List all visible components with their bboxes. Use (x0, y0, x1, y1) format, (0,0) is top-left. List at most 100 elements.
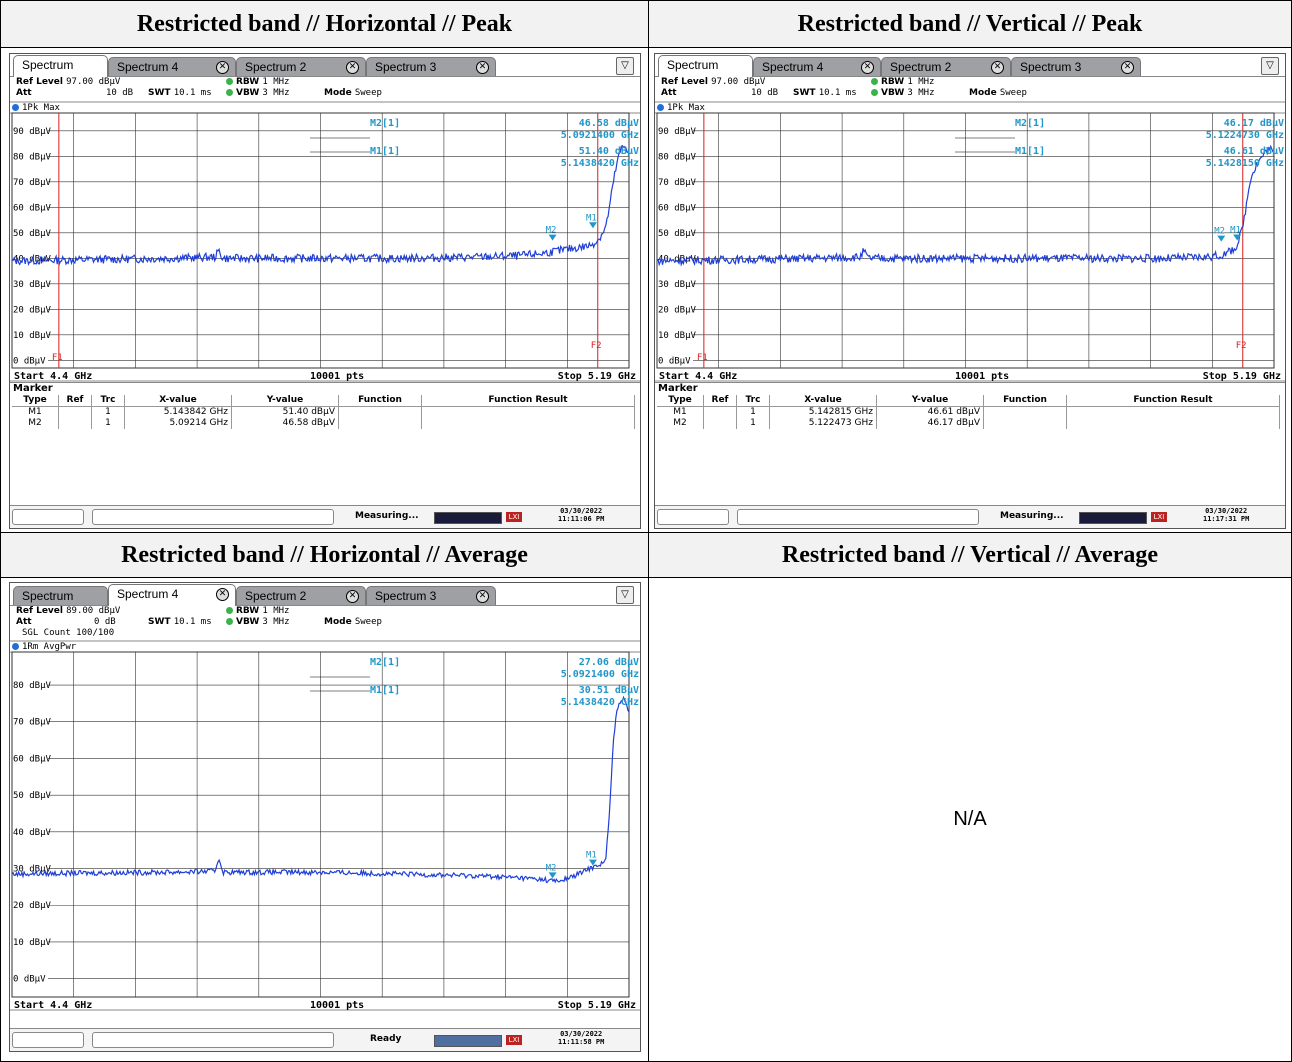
table-cell: M1 (12, 406, 59, 418)
trace-line (11, 695, 630, 884)
marker-m1 (588, 222, 597, 229)
points-count: 10001 pts (310, 1000, 364, 1011)
marker-label: M2 (546, 863, 557, 873)
tab-label: Spectrum (22, 589, 74, 603)
table-header: Ref (58, 395, 92, 407)
status-field[interactable] (92, 509, 334, 525)
readout-name: M1[1] (1015, 146, 1045, 157)
table-cell (58, 406, 92, 418)
table-row: M1 1 5.143842 GHz 51.40 dBµV (12, 406, 635, 418)
tab-label: Spectrum 3 (1020, 60, 1082, 74)
tab-spectrum-4[interactable]: Spectrum 4 ✕ (753, 57, 881, 76)
y-tick-label: 0 dBµV (13, 975, 46, 985)
menu-icon[interactable]: ▽ (616, 586, 634, 604)
lxi-icon: LXI (1151, 512, 1167, 522)
table-cell (983, 406, 1067, 418)
table-cell: 5.09214 GHz (124, 418, 232, 429)
progress-bar (434, 1035, 502, 1047)
header-h-avg: Restricted band // Horizontal // Average (0, 532, 649, 578)
marker-table: Type Ref Trc X-value Y-value Function Function… (657, 395, 1280, 429)
sweep-status: Measuring... (355, 511, 419, 521)
table-cell: 46.58 dBµV (231, 418, 339, 429)
status-bar: Ready LXI 03/30/2022 11:11:58 PM (10, 1028, 640, 1051)
y-tick-label: 60 dBµV (13, 754, 52, 764)
close-tab-icon[interactable]: ✕ (476, 61, 489, 74)
readout-x: 5.1438420 GHz (561, 158, 639, 169)
marker-m1 (588, 859, 597, 866)
tab-spectrum-2[interactable]: Spectrum 2 ✕ (236, 586, 366, 605)
menu-icon[interactable]: ▽ (616, 57, 634, 75)
tab-spectrum-4[interactable]: Spectrum 4 ✕ (108, 584, 236, 606)
tab-spectrum[interactable]: Spectrum (658, 55, 753, 77)
close-tab-icon[interactable]: ✕ (346, 590, 359, 603)
close-tab-icon[interactable]: ✕ (991, 61, 1004, 74)
readout-y: 46.58 dBµV (579, 118, 639, 129)
rbw: RBW 1 MHz (226, 606, 289, 616)
sweep-status: Ready (370, 1034, 402, 1044)
limit-label: F1 (697, 353, 708, 363)
trace-label: 1Pk Max (657, 103, 705, 113)
y-tick-label: 20 dBµV (658, 305, 697, 315)
stop-freq: Stop 5.19 GHz (1203, 371, 1281, 382)
status-field[interactable] (737, 509, 979, 525)
tab-spectrum-4[interactable]: Spectrum 4 ✕ (108, 57, 236, 76)
y-tick-label: 60 dBµV (13, 203, 52, 213)
marker-title: Marker (658, 383, 698, 394)
close-tab-icon[interactable]: ✕ (476, 590, 489, 603)
y-tick-label: 90 dBµV (658, 127, 697, 137)
trace-label: 1Rm AvgPwr (12, 642, 76, 652)
readout-y: 51.40 dBµV (579, 146, 639, 157)
readout-name: M2[1] (1015, 118, 1045, 129)
y-tick-label: 10 dBµV (658, 331, 697, 341)
y-tick-label: 10 dBµV (13, 938, 52, 948)
readout-name: M1[1] (370, 685, 400, 696)
cell-h-avg: Spectrum Spectrum 4 ✕ Spectrum 2 ✕ Spectrum 3… (0, 577, 649, 1062)
close-tab-icon[interactable]: ✕ (861, 61, 874, 74)
close-tab-icon[interactable]: ✕ (1121, 61, 1134, 74)
table-cell: M2 (657, 418, 704, 429)
close-tab-icon[interactable]: ✕ (216, 588, 229, 601)
table-header: Function (983, 395, 1067, 407)
table-cell: 5.142815 GHz (769, 406, 877, 418)
tab-spectrum-3[interactable]: Spectrum 3 ✕ (1011, 57, 1141, 76)
menu-icon[interactable]: ▽ (1261, 57, 1279, 75)
tab-spectrum-2[interactable]: Spectrum 2 ✕ (236, 57, 366, 76)
close-tab-icon[interactable]: ✕ (346, 61, 359, 74)
status-field[interactable] (12, 509, 84, 525)
spectrum-screenshot: Spectrum Spectrum 4 ✕ Spectrum 2 ✕ Spectrum 3… (9, 53, 641, 529)
table-header: Type (12, 395, 59, 407)
tab-bar: Spectrum Spectrum 4 ✕ Spectrum 2 ✕ Spectrum 3… (10, 54, 640, 77)
table-row: M2 1 5.09214 GHz 46.58 dBµV (12, 418, 635, 429)
y-tick-label: 70 dBµV (658, 178, 697, 188)
stop-freq: Stop 5.19 GHz (558, 1000, 636, 1011)
tab-label: Spectrum 3 (375, 589, 437, 603)
table-header: Function Result (1066, 395, 1280, 407)
tab-spectrum-2[interactable]: Spectrum 2 ✕ (881, 57, 1011, 76)
table-header: X-value (769, 395, 877, 407)
tab-spectrum-3[interactable]: Spectrum 3 ✕ (366, 57, 496, 76)
tab-label: Spectrum 4 (117, 60, 179, 74)
marker-m2 (548, 872, 557, 879)
tab-label: Spectrum 4 (762, 60, 824, 74)
y-tick-label: 30 dBµV (13, 865, 52, 875)
marker-label: M1 (586, 213, 597, 223)
status-field[interactable] (657, 509, 729, 525)
status-field[interactable] (92, 1032, 334, 1048)
table-header: Ref (703, 395, 737, 407)
status-field[interactable] (12, 1032, 84, 1048)
table-cell: 1 (91, 406, 125, 418)
readout-x: 5.0921400 GHz (561, 130, 639, 141)
table-cell: M1 (657, 406, 704, 418)
y-tick-label: 50 dBµV (13, 791, 52, 801)
y-tick-label: 20 dBµV (13, 901, 52, 911)
spectrum-plot: 80 dBµV 70 dBµV 60 dBµV 50 dBµV 40 dBµV 30 dB… (10, 640, 640, 1011)
na-text: N/A (953, 808, 987, 830)
marker-title: Marker (13, 383, 53, 394)
tab-spectrum[interactable]: Spectrum (13, 55, 108, 77)
marker-label: M1 (586, 851, 597, 861)
readout-x: 5.1224730 GHz (1206, 130, 1284, 141)
tab-spectrum[interactable]: Spectrum (13, 586, 108, 605)
tab-spectrum-3[interactable]: Spectrum 3 ✕ (366, 586, 496, 605)
tab-label: Spectrum (667, 58, 719, 72)
close-tab-icon[interactable]: ✕ (216, 61, 229, 74)
